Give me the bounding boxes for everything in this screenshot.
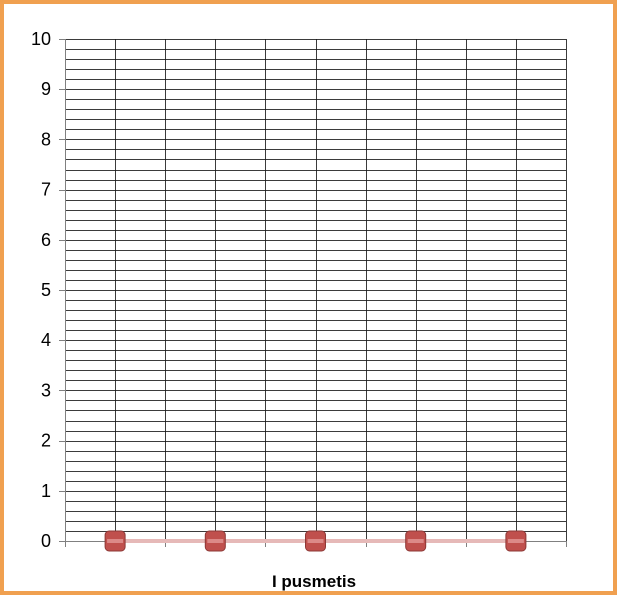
y-tick-label: 9 bbox=[41, 79, 51, 99]
x-axis-title: I pusmetis bbox=[272, 572, 356, 591]
marker-highlight bbox=[408, 539, 424, 543]
y-tick-label: 3 bbox=[41, 380, 51, 400]
y-tick-label: 0 bbox=[41, 531, 51, 551]
y-tick-label: 8 bbox=[41, 129, 51, 149]
grid-lines bbox=[65, 39, 567, 542]
y-tick-label: 1 bbox=[41, 481, 51, 501]
y-tick-label: 10 bbox=[31, 29, 51, 49]
y-tick-label: 2 bbox=[41, 431, 51, 451]
axes bbox=[59, 39, 567, 547]
marker-highlight bbox=[207, 539, 223, 543]
y-tick-label: 4 bbox=[41, 330, 51, 350]
y-tick-label: 7 bbox=[41, 180, 51, 200]
marker-highlight bbox=[308, 539, 324, 543]
marker-highlight bbox=[107, 539, 123, 543]
y-tick-label: 6 bbox=[41, 230, 51, 250]
y-tick-labels: 0 1 2 3 4 5 6 7 8 9 10 bbox=[31, 29, 51, 551]
y-tick-label: 5 bbox=[41, 280, 51, 300]
line-chart: 0 1 2 3 4 5 6 7 8 9 10 I pusmetis bbox=[4, 4, 617, 599]
series bbox=[105, 531, 526, 551]
marker-highlight bbox=[508, 539, 524, 543]
